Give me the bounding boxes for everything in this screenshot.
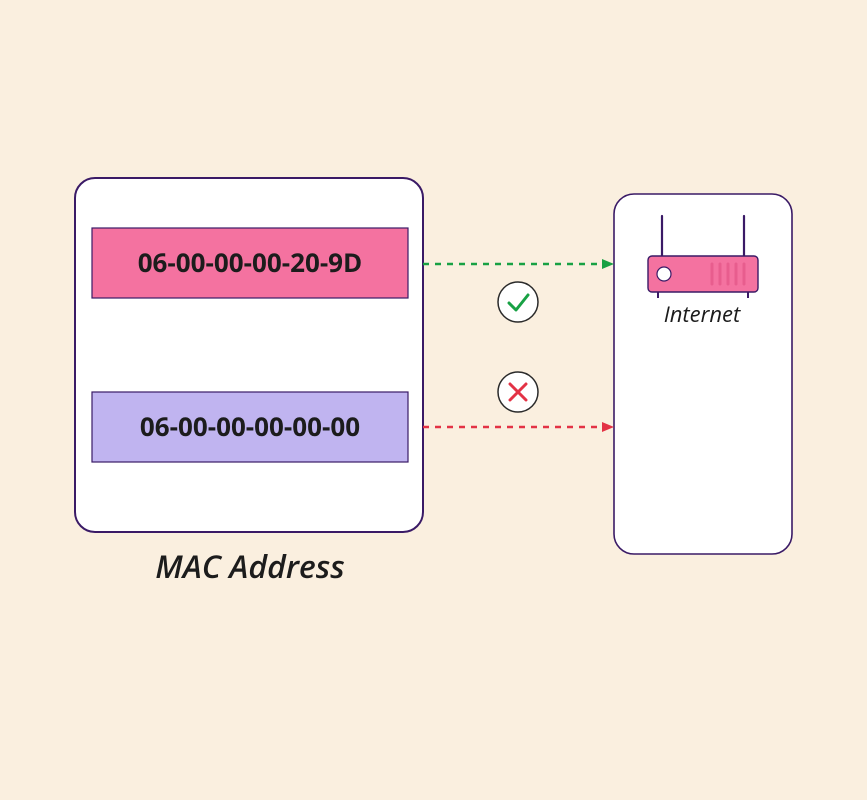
mac-denied-text: 06-00-00-00-00-00 [140,408,360,444]
mac-allowed-text: 06-00-00-00-20-9D [138,244,363,280]
internet-panel [614,194,792,554]
internet-label: Internet [664,299,741,329]
mac-caption: MAC Address [155,545,344,588]
check-badge [498,282,538,322]
